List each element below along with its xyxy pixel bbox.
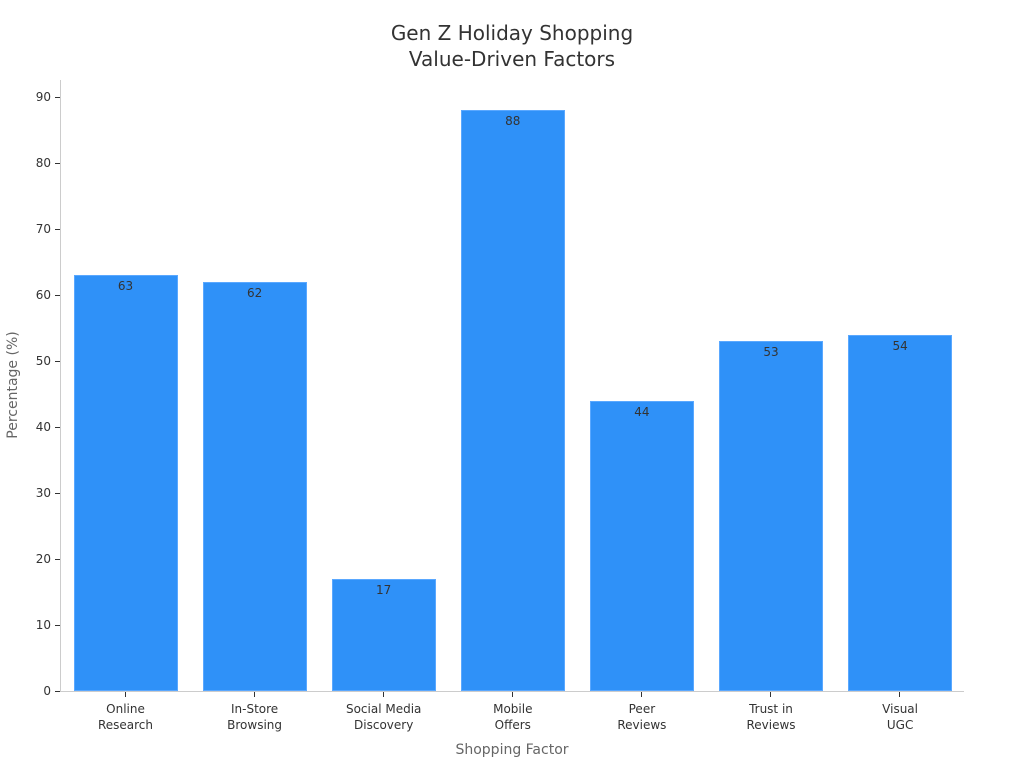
y-tick-label: 30 (35, 486, 51, 500)
y-tick-mark (55, 427, 60, 428)
bar: 63 (73, 275, 178, 691)
y-tick-label: 50 (35, 354, 51, 368)
y-tick-mark (55, 493, 60, 494)
bar-value-label: 88 (505, 114, 521, 129)
x-tick-mark (640, 692, 642, 697)
y-tick-mark (55, 229, 60, 230)
x-tick-mark (899, 692, 901, 697)
y-tick: 40 (0, 420, 60, 434)
y-tick: 10 (0, 618, 60, 632)
bar: 88 (460, 110, 565, 691)
y-tick-mark (55, 163, 60, 164)
y-axis-spine (60, 80, 61, 692)
y-tick: 30 (0, 486, 60, 500)
x-tick-mark (124, 692, 126, 697)
y-tick: 50 (0, 354, 60, 368)
y-tick-label: 20 (35, 552, 51, 566)
bar-value-label: 44 (634, 404, 650, 419)
y-tick-mark (55, 625, 60, 626)
bar: 53 (719, 341, 823, 691)
bar: 17 (331, 578, 436, 691)
x-tick-label: Social Media Discovery (345, 702, 422, 732)
bar-value-label: 54 (892, 338, 908, 353)
bar-value-label: 63 (117, 279, 134, 294)
bar: 44 (589, 400, 694, 691)
y-tick-mark (55, 559, 60, 560)
x-tick-mark (511, 692, 513, 697)
y-tick-label: 40 (35, 420, 51, 434)
y-tick-mark (55, 361, 60, 362)
x-tick-label: Trust in Reviews (746, 702, 796, 732)
chart-title-line-2: Value-Driven Factors (408, 47, 616, 71)
y-tick-mark (55, 691, 60, 692)
y-tick: 60 (0, 288, 60, 302)
x-tick-label: Peer Reviews (617, 702, 667, 732)
chart-title-line-1: Gen Z Holiday Shopping (390, 21, 634, 45)
bar-value-label: 17 (376, 582, 392, 597)
bar: 62 (202, 281, 307, 691)
x-axis-spine (60, 691, 964, 692)
y-tick-label: 60 (35, 288, 51, 302)
y-tick: 20 (0, 552, 60, 566)
y-tick-mark (55, 97, 60, 98)
y-tick-label: 70 (35, 222, 51, 236)
x-tick-mark (382, 692, 384, 697)
x-tick-label: In-Store Browsing (227, 702, 283, 732)
y-tick-label: 0 (43, 684, 51, 698)
y-tick-mark (55, 295, 60, 296)
x-tick-mark (253, 692, 255, 697)
x-tick-label: Mobile Offers (493, 702, 533, 732)
y-tick-label: 10 (35, 618, 51, 632)
y-tick: 80 (0, 156, 60, 170)
x-tick-mark (770, 692, 771, 697)
y-tick: 70 (0, 222, 60, 236)
chart-title: Gen Z Holiday Shopping Value-Driven Fact… (0, 20, 1024, 72)
bar-value-label: 62 (246, 285, 263, 300)
x-tick-label: Visual UGC (882, 702, 918, 732)
y-tick-label: 90 (35, 90, 51, 104)
bar-value-label: 53 (763, 345, 779, 360)
x-tick-label: Online Research (97, 702, 154, 732)
y-tick: 90 (0, 90, 60, 104)
y-tick: 0 (0, 684, 60, 698)
bar: 54 (848, 334, 953, 691)
x-axis-label: Shopping Factor (455, 742, 569, 758)
y-tick-label: 80 (35, 156, 51, 170)
